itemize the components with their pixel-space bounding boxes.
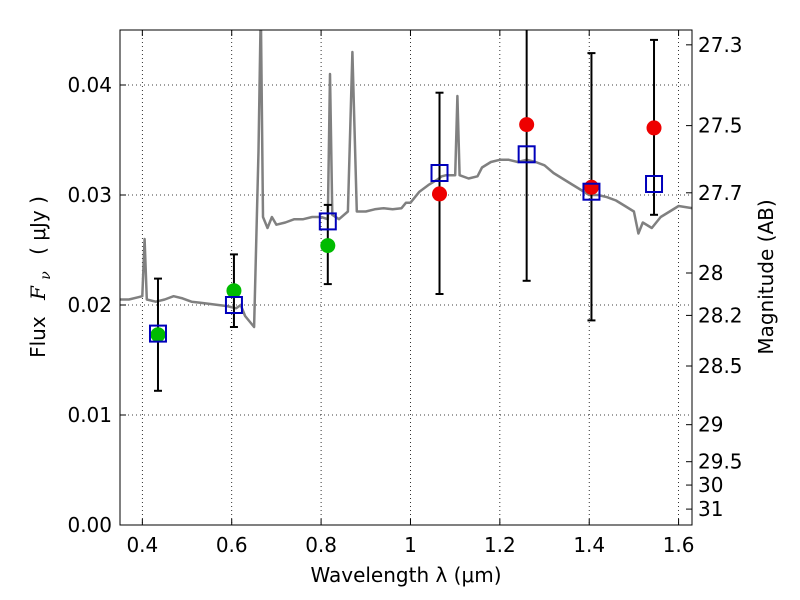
y2-tick-label-9: 31 <box>698 497 723 521</box>
plot-frame <box>119 29 693 526</box>
x-tick-label-0: 0.4 <box>126 533 158 557</box>
x-axis-label: Wavelength λ (μm) <box>310 563 501 587</box>
y2-tick-label-2: 27.7 <box>698 181 743 205</box>
y-tick-label-1: 0.01 <box>67 403 112 427</box>
model-point-0 <box>148 324 167 343</box>
model-point-1 <box>224 296 243 314</box>
y2-axis-label: Magnitude (AB) <box>754 199 778 354</box>
y-axis-label-text: Flux <box>26 316 50 358</box>
observed-point-2 <box>320 238 336 254</box>
observed-point-0 <box>150 327 166 343</box>
x-tick-labels: 0.4 0.6 0.8 1 1.2 1.4 1.6 <box>126 533 694 557</box>
model-point-4 <box>517 145 536 164</box>
y2-tick-label-4: 28.2 <box>698 303 743 327</box>
x-tick-label-5: 1.4 <box>573 533 605 557</box>
y-tick-labels: 0.00 0.01 0.02 0.03 0.04 <box>67 73 112 537</box>
y-axis-label-subscript: ν <box>38 271 54 280</box>
x-tick-label-6: 1.6 <box>663 533 695 557</box>
model-point-5 <box>582 182 601 201</box>
model-point-6 <box>645 175 664 193</box>
y-tick-label-0: 0.00 <box>67 513 112 537</box>
observed-point-4 <box>519 117 535 133</box>
y2-tick-label-8: 30 <box>698 473 723 497</box>
y2-tick-label-3: 28 <box>698 261 723 285</box>
y-tick-label-4: 0.04 <box>67 73 112 97</box>
model-point-2 <box>318 212 337 231</box>
x-tick-label-4: 1.2 <box>484 533 516 557</box>
y2-tick-label-1: 27.5 <box>698 114 743 138</box>
model-point-3 <box>430 164 449 182</box>
y-axis-label: Flux F ν ( μJy ) <box>26 196 55 358</box>
x-tick-label-1: 0.6 <box>216 533 248 557</box>
y-axis-label-symbol: F <box>26 285 50 301</box>
observed-point-6 <box>646 120 662 136</box>
y2-tick-label-0: 27.3 <box>698 33 743 57</box>
x-tick-label-3: 1 <box>404 533 417 557</box>
y2-tick-label-5: 28.5 <box>698 354 743 378</box>
y-tick-label-2: 0.02 <box>67 293 112 317</box>
y2-tick-label-7: 29.5 <box>698 450 743 474</box>
axis-ticks <box>120 30 692 526</box>
y-tick-label-3: 0.03 <box>67 183 112 207</box>
observed-point-3 <box>432 186 448 202</box>
sed-template-line <box>120 30 692 329</box>
observed-point-5 <box>583 179 599 195</box>
y-axis-label-units: ( μJy ) <box>26 196 50 255</box>
observed-point-1 <box>226 283 242 299</box>
model-points <box>148 145 664 343</box>
y2-tick-label-6: 29 <box>698 413 723 437</box>
x-tick-label-2: 0.8 <box>305 533 337 557</box>
